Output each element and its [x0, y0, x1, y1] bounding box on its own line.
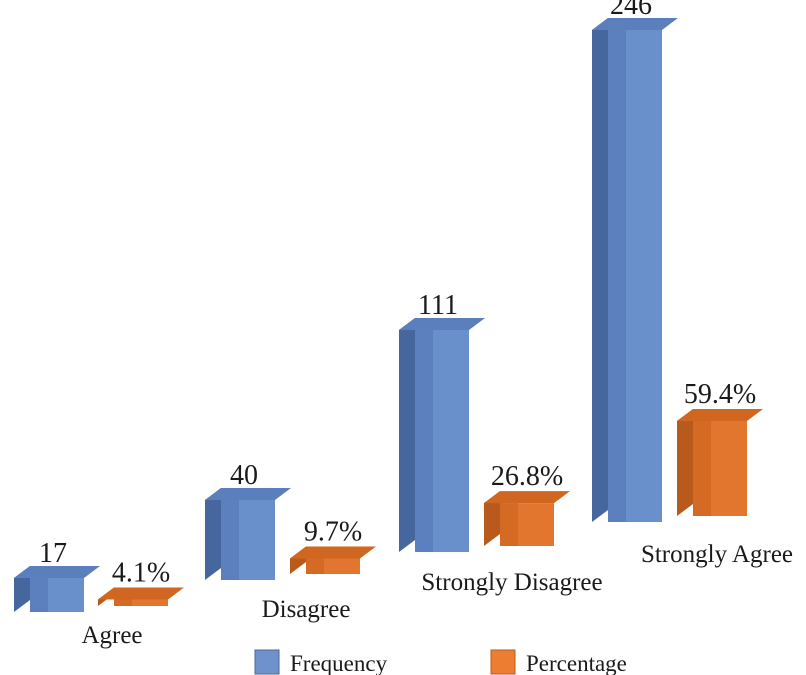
- bar-percentage-2-shade: [500, 503, 518, 546]
- legend-swatch-frequency: [254, 649, 280, 675]
- bar-percentage-2-side: [484, 491, 500, 546]
- bar-frequency-1-shade: [221, 500, 239, 580]
- bar-frequency-2-shade: [415, 330, 433, 552]
- bar-frequency-1: [205, 488, 291, 580]
- bar-percentage-2-top: [484, 491, 570, 504]
- category-label: Strongly Agree: [641, 541, 793, 568]
- bar-percentage-1: [290, 546, 376, 574]
- bar-frequency-0: [14, 566, 100, 612]
- bar-frequency-1-top: [205, 488, 291, 500]
- data-label-frequency: 40: [230, 460, 258, 491]
- bar-frequency-1-side: [205, 488, 221, 580]
- data-label-frequency: 111: [418, 290, 458, 321]
- bar-percentage-3: [677, 408, 763, 516]
- bar-percentage-3-top: [677, 408, 763, 421]
- bar-percentage-1-top: [290, 546, 376, 559]
- data-label-frequency: 246: [610, 0, 652, 21]
- legend: Frequency Percentage: [254, 649, 627, 675]
- data-label-percentage: 4.1%: [112, 557, 170, 588]
- bar-frequency-2-top: [399, 318, 485, 330]
- data-label-percentage: 26.8%: [491, 461, 563, 492]
- bar-frequency-0-shade: [30, 578, 48, 612]
- bar-percentage-3-shade: [693, 420, 711, 516]
- bar-frequency-0-top: [14, 566, 100, 578]
- bar-frequency-3: [592, 18, 678, 522]
- legend-swatch-percentage: [490, 649, 516, 675]
- data-label-percentage: 9.7%: [304, 516, 362, 547]
- category-label: Disagree: [262, 596, 351, 623]
- legend-entry-percentage: Percentage: [490, 649, 627, 675]
- bar-percentage-0: [98, 587, 184, 606]
- legend-label-frequency: Frequency: [290, 651, 388, 675]
- bar-frequency-3-top: [592, 18, 678, 30]
- category-label: Agree: [81, 622, 142, 649]
- legend-label-percentage: Percentage: [526, 651, 627, 675]
- bar-percentage-0-top: [98, 587, 184, 600]
- bar-percentage-1-shade: [306, 558, 324, 574]
- bar-percentage-0-shade: [114, 599, 132, 606]
- chart-labels: 17 4.1% Agree 40 9.7% Disagree 111 26.8% Strongl…: [39, 0, 793, 649]
- chart-bars: [14, 18, 763, 612]
- bar-frequency-3-side: [592, 18, 608, 522]
- bar-frequency-2: [399, 318, 485, 552]
- legend-entry-frequency: Frequency: [254, 649, 388, 675]
- bar-frequency-3-shade: [608, 30, 626, 522]
- bar-percentage-3-side: [677, 408, 693, 516]
- bar-frequency-2-side: [399, 318, 415, 552]
- data-label-percentage: 59.4%: [684, 379, 756, 410]
- category-label: Strongly Disagree: [421, 569, 602, 596]
- bar-percentage-2: [484, 491, 570, 546]
- data-label-frequency: 17: [39, 538, 67, 569]
